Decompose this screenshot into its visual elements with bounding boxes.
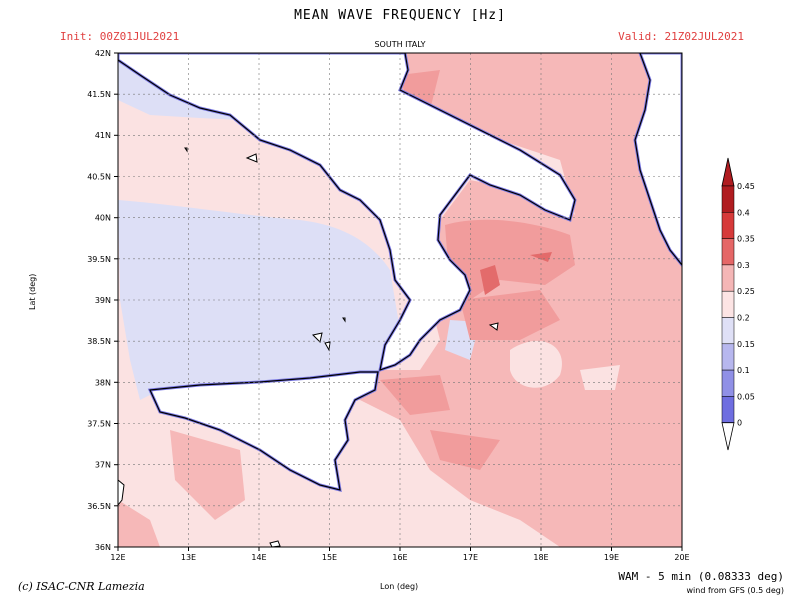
colorbar-label: 0.3 [737, 261, 750, 270]
island-malta [269, 540, 281, 547]
sicily-channel-core [170, 430, 245, 520]
peak-core-1 [480, 265, 500, 295]
lat-tick-label: 39.5N [87, 255, 111, 264]
lat-tick-label: 36N [95, 543, 111, 552]
colorbar-label: 0.2 [737, 314, 750, 323]
lat-axis: 42N 41.5N 41N 40.5N 40N 39.5N 39N 38.5N … [87, 49, 118, 552]
lon-axis: 12E 13E 14E 15E 16E 17E 18E 19E 20E [110, 547, 690, 562]
colorbar-bin [721, 185, 735, 213]
colorbar-bottom-arrow [721, 422, 735, 451]
colorbar: 0.45 0.4 0.35 0.3 0.25 0.2 0.15 0.1 0.05… [721, 157, 755, 451]
lat-tick-label: 36.5N [87, 502, 111, 511]
italy-coastline [118, 53, 576, 371]
lon-tick-label: 19E [604, 553, 619, 562]
colorbar-bin [721, 212, 735, 239]
colorbar-label: 0.25 [737, 287, 755, 296]
colorbar-bin [721, 369, 735, 397]
colorbar-label: 0.45 [737, 182, 755, 191]
lon-tick-label: 20E [674, 553, 689, 562]
lat-tick-label: 40N [95, 214, 111, 223]
adriatic-core [400, 70, 440, 110]
lat-tick-label: 38N [95, 378, 111, 387]
colorbar-bin [721, 396, 735, 423]
lon-tick-label: 15E [322, 553, 337, 562]
colorbar-label: 0 [737, 419, 742, 428]
sicily-east-core [380, 375, 450, 415]
island-ponza [184, 147, 188, 153]
lon-tick-label: 17E [463, 553, 478, 562]
island-aeolian-2 [324, 341, 331, 352]
lon-tick-label: 12E [110, 553, 125, 562]
island-aeolian [312, 332, 323, 343]
malta-channel-core [430, 430, 500, 470]
sw-core [118, 500, 160, 547]
lat-tick-label: 37.5N [87, 420, 111, 429]
colorbar-label: 0.15 [737, 340, 755, 349]
lat-tick-label: 42N [95, 49, 111, 58]
island-ischia [245, 153, 258, 163]
ionian-core [460, 290, 560, 340]
colorbar-label: 0.05 [737, 392, 755, 401]
ionian-light-patch [510, 340, 562, 388]
init-time: Init: 00Z01JUL2021 [60, 30, 180, 43]
colorbar-bin [721, 238, 735, 266]
lon-tick-label: 14E [251, 553, 266, 562]
island-capo [488, 322, 499, 331]
sicily-coastline [149, 371, 379, 491]
colorbar-bin [721, 290, 735, 318]
colorbar-bin [721, 343, 735, 371]
colorbar-bin [721, 317, 735, 345]
lat-tick-label: 37N [95, 461, 111, 470]
grid-lines [118, 53, 682, 547]
lat-tick-label: 40.5N [87, 173, 111, 182]
colorbar-label: 0.4 [737, 208, 750, 217]
copyright-text: (c) ISAC-CNR Lamezia [18, 580, 145, 593]
valid-time: Valid: 21Z02JUL2021 [618, 30, 744, 43]
balkan-coastline [634, 53, 682, 266]
wind-source: wind from GFS (0.5 deg) [686, 586, 784, 595]
lon-axis-label: Lon (deg) [380, 582, 419, 591]
colorbar-label: 0.35 [737, 235, 755, 244]
lat-tick-label: 41N [95, 131, 111, 140]
gulf-taranto-core [445, 219, 575, 300]
colorbar-bin [721, 264, 735, 292]
colorbar-label: 0.1 [737, 366, 750, 375]
region-label: SOUTH ITALY [374, 40, 426, 49]
lat-tick-label: 39N [95, 296, 111, 305]
lat-tick-label: 38.5N [87, 337, 111, 346]
model-info: WAM - 5 min (0.08333 deg) [618, 570, 784, 583]
tunisia-landmass [118, 479, 125, 506]
lat-tick-label: 41.5N [87, 90, 111, 99]
peak-core-2 [530, 252, 552, 262]
colorbar-top-arrow [721, 157, 735, 187]
lon-tick-label: 18E [533, 553, 548, 562]
lon-tick-label: 16E [392, 553, 407, 562]
lat-axis-label: Lat (deg) [28, 273, 37, 310]
ionian-light-patch-2 [580, 365, 620, 390]
island-stromboli [342, 317, 346, 323]
lon-tick-label: 13E [181, 553, 196, 562]
map-title: MEAN WAVE FREQUENCY [Hz] [294, 8, 506, 23]
